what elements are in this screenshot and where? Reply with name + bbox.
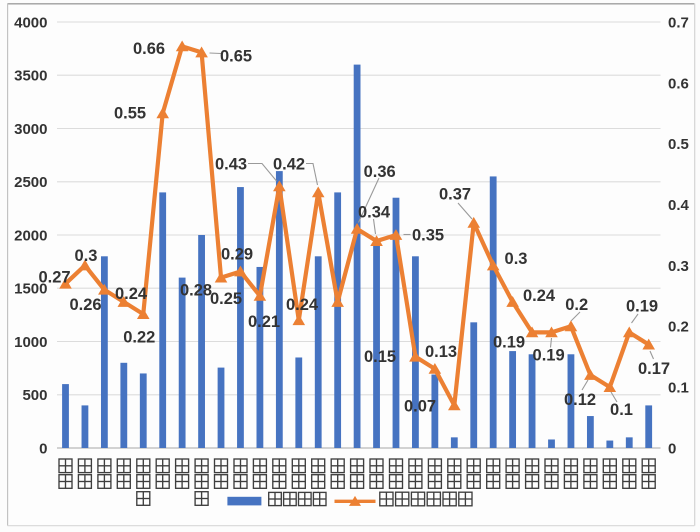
svg-text:0.19: 0.19 (493, 333, 525, 351)
svg-text:0.36: 0.36 (364, 163, 396, 181)
svg-text:0.24: 0.24 (115, 285, 148, 303)
svg-text:0.35: 0.35 (412, 226, 444, 244)
svg-text:0.15: 0.15 (364, 348, 396, 366)
svg-text:0.5: 0.5 (668, 136, 689, 153)
svg-text:2000: 2000 (14, 227, 47, 244)
svg-text:0.2: 0.2 (668, 319, 689, 336)
svg-text:2500: 2500 (14, 174, 47, 191)
svg-text:0.21: 0.21 (248, 313, 280, 331)
svg-text:0.42: 0.42 (273, 155, 305, 173)
svg-text:0.28: 0.28 (180, 281, 212, 299)
svg-text:0.37: 0.37 (439, 185, 471, 203)
svg-text:0.3: 0.3 (75, 247, 98, 265)
svg-text:1000: 1000 (14, 334, 47, 351)
svg-text:0.17: 0.17 (638, 360, 670, 378)
svg-text:0.19: 0.19 (533, 347, 565, 365)
svg-text:0.24: 0.24 (286, 296, 319, 314)
svg-text:0.29: 0.29 (221, 245, 253, 263)
svg-text:0.4: 0.4 (668, 197, 690, 214)
svg-text:1500: 1500 (14, 281, 47, 298)
svg-text:0.3: 0.3 (505, 250, 528, 268)
svg-text:0.34: 0.34 (358, 203, 391, 221)
svg-text:0.27: 0.27 (38, 268, 70, 286)
svg-text:0.3: 0.3 (668, 258, 689, 275)
svg-text:3500: 3500 (14, 68, 47, 85)
svg-text:500: 500 (22, 387, 47, 404)
svg-text:0.65: 0.65 (220, 48, 252, 66)
svg-text:0: 0 (668, 440, 676, 457)
svg-text:0.7: 0.7 (668, 14, 689, 31)
svg-text:0.25: 0.25 (210, 290, 242, 308)
svg-text:4000: 4000 (14, 14, 47, 31)
svg-text:0.1: 0.1 (610, 401, 633, 419)
svg-text:0.1: 0.1 (668, 380, 689, 397)
svg-text:0.6: 0.6 (668, 75, 689, 92)
svg-text:0.2: 0.2 (565, 296, 588, 314)
svg-text:0.24: 0.24 (523, 287, 556, 305)
svg-text:0.13: 0.13 (425, 343, 457, 361)
svg-text:0: 0 (39, 440, 47, 457)
svg-text:0.43: 0.43 (215, 155, 247, 173)
svg-text:0.66: 0.66 (133, 40, 165, 58)
svg-text:0.19: 0.19 (626, 297, 658, 315)
svg-text:0.12: 0.12 (564, 391, 596, 409)
svg-text:0.26: 0.26 (69, 296, 101, 314)
svg-text:0.55: 0.55 (114, 105, 146, 123)
svg-text:0.07: 0.07 (404, 397, 436, 415)
svg-text:3000: 3000 (14, 121, 47, 138)
svg-text:0.22: 0.22 (123, 328, 155, 346)
